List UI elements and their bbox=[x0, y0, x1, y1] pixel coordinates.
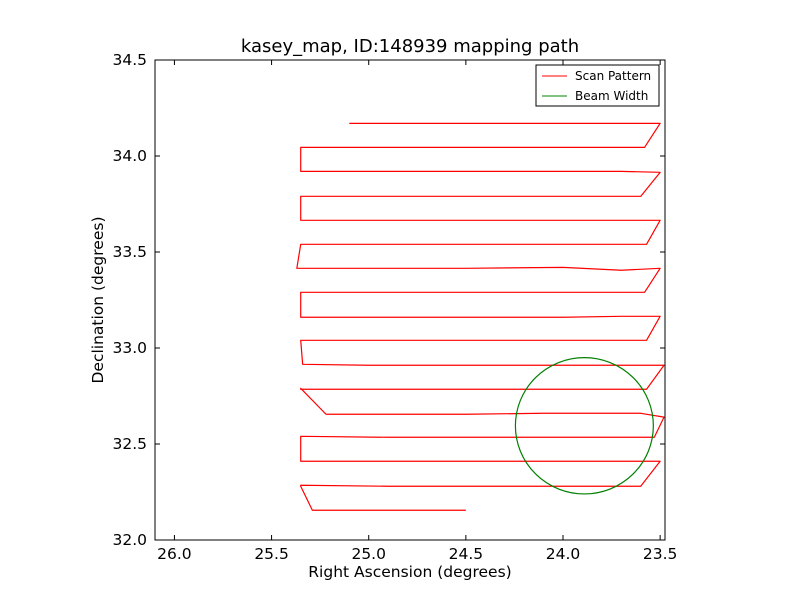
y-tick-label: 32.0 bbox=[112, 531, 147, 549]
legend: Scan Pattern Beam Width bbox=[535, 64, 660, 107]
legend-label-beam-width: Beam Width bbox=[575, 89, 648, 103]
x-tick-label: 24.5 bbox=[449, 545, 484, 563]
y-tick-label: 34.0 bbox=[112, 147, 147, 165]
legend-label-scan-pattern: Scan Pattern bbox=[575, 69, 651, 83]
x-axis-label: Right Ascension (degrees) bbox=[308, 563, 511, 581]
x-tick-label: 23.5 bbox=[643, 545, 678, 563]
plot-series bbox=[296, 122, 665, 511]
y-tick-label: 32.5 bbox=[112, 435, 147, 453]
x-tick-label: 26.0 bbox=[157, 545, 192, 563]
y-tick-label: 34.5 bbox=[112, 51, 147, 69]
x-axis: 26.0 25.5 25.0 24.5 24.0 23.5 bbox=[157, 60, 677, 563]
series-scan-pattern-path bbox=[296, 122, 665, 511]
plot-frame bbox=[154, 59, 666, 541]
x-tick-label: 25.0 bbox=[351, 545, 386, 563]
y-axis-label: Declination (degrees) bbox=[89, 216, 107, 383]
chart-title: kasey_map, ID:148939 mapping path bbox=[241, 36, 579, 57]
x-tick-label: 24.0 bbox=[546, 545, 581, 563]
legend-box bbox=[535, 64, 660, 107]
y-tick-label: 33.0 bbox=[112, 339, 147, 357]
y-axis: 32.0 32.5 33.0 33.5 34.0 34.5 bbox=[112, 51, 665, 549]
series-beam-width-circle bbox=[514, 357, 654, 495]
y-tick-label: 33.5 bbox=[112, 243, 147, 261]
x-tick-label: 25.5 bbox=[254, 545, 289, 563]
